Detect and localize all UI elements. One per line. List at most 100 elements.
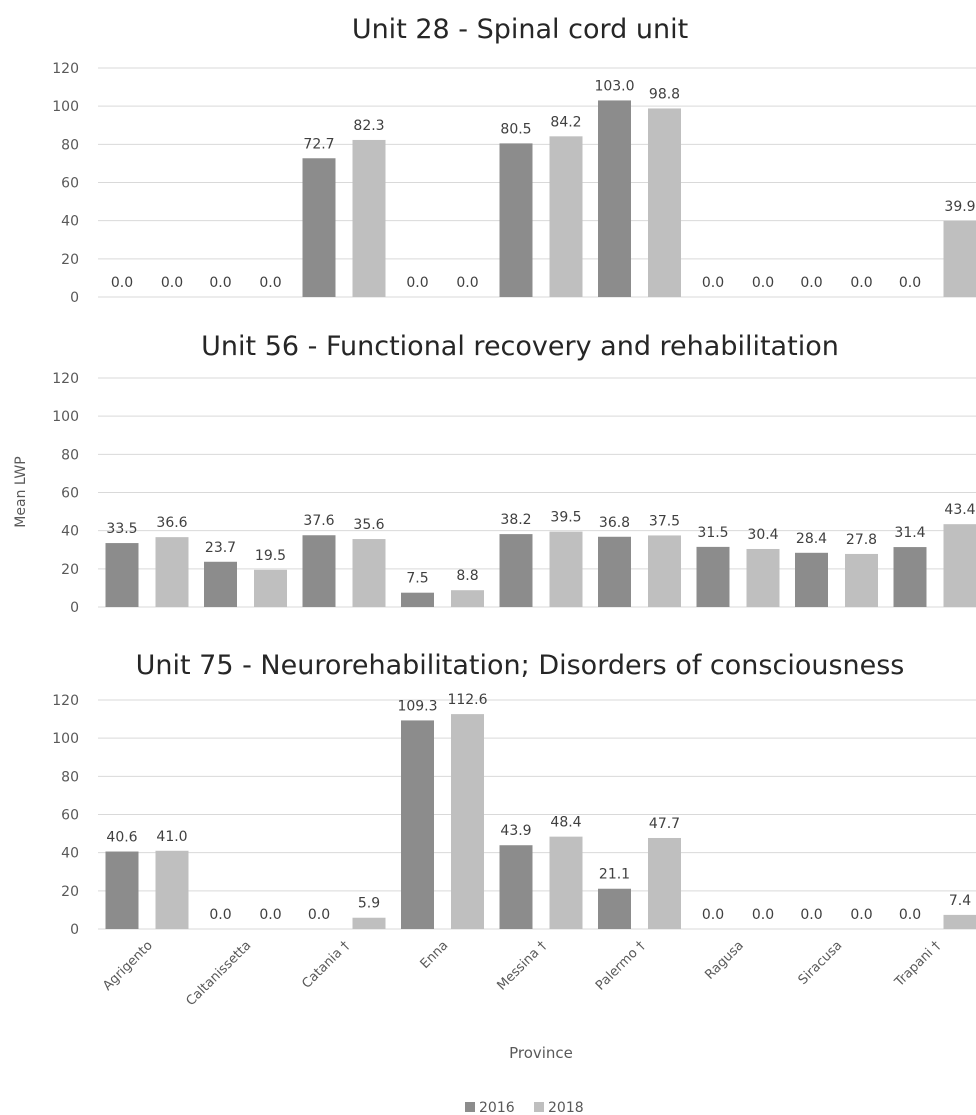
- data-label: 36.8: [599, 515, 630, 531]
- data-label: 0.0: [800, 907, 822, 923]
- bar-2018: [352, 917, 386, 929]
- bar-2016: [598, 100, 631, 297]
- data-label: 84.2: [550, 114, 581, 130]
- data-label: 41.0: [156, 829, 187, 845]
- x-tick-labels: Agrigento Caltanissetta Catania † Enna Messi…: [100, 938, 944, 1009]
- data-label: 0.0: [259, 907, 281, 923]
- data-label: 23.7: [205, 540, 236, 556]
- y-tick-label: 120: [52, 371, 79, 387]
- bar-2018: [845, 553, 878, 607]
- data-label: 0.0: [800, 275, 822, 291]
- bar-2018: [254, 569, 287, 607]
- y-tick-label: 120: [52, 693, 79, 709]
- bar-2016: [696, 546, 730, 607]
- bar-2018: [451, 714, 484, 929]
- data-label: 47.7: [649, 816, 680, 832]
- data-label: 40.6: [106, 830, 137, 846]
- bar-2016: [598, 536, 631, 607]
- data-label: 37.6: [303, 513, 334, 529]
- data-label: 48.4: [550, 815, 581, 831]
- x-tick-label: Palermo †: [593, 938, 649, 994]
- data-label: 0.0: [850, 275, 872, 291]
- data-label: 0.0: [456, 275, 478, 291]
- chart-panel: Unit 56 - Functional recovery and rehabi…: [52, 331, 976, 616]
- x-tick-label: Agrigento: [100, 938, 156, 994]
- data-label: 37.5: [649, 513, 680, 529]
- legend: 2016 2018: [465, 1100, 584, 1115]
- bar-2018: [648, 837, 681, 929]
- data-label: 80.5: [500, 121, 531, 137]
- data-label: 0.0: [161, 275, 183, 291]
- data-label: 21.1: [599, 867, 630, 883]
- data-label: 28.4: [796, 531, 827, 547]
- data-label: 98.8: [649, 86, 680, 102]
- y-tick-label: 100: [52, 731, 79, 747]
- x-tick-label: Ragusa: [702, 938, 747, 983]
- bar-2016: [302, 535, 336, 607]
- bar-2018: [943, 524, 976, 607]
- y-tick-label: 0: [70, 290, 79, 306]
- y-tick-label: 80: [61, 447, 79, 463]
- bar-2018: [943, 914, 976, 929]
- data-label: 103.0: [594, 78, 634, 94]
- data-label: 31.5: [697, 525, 728, 541]
- data-label: 31.4: [894, 525, 925, 541]
- y-tick-label: 0: [70, 600, 79, 616]
- data-label: 7.5: [406, 571, 428, 587]
- data-label: 35.6: [353, 517, 384, 533]
- y-tick-label: 40: [61, 214, 79, 230]
- data-label: 0.0: [209, 275, 231, 291]
- data-label: 0.0: [752, 275, 774, 291]
- bar-2018: [746, 548, 780, 607]
- data-label: 0.0: [308, 907, 330, 923]
- bar-2016: [401, 720, 434, 929]
- y-tick-label: 80: [61, 769, 79, 785]
- y-tick-label: 40: [61, 846, 79, 862]
- bar-2018: [549, 836, 583, 929]
- y-tick-label: 100: [52, 409, 79, 425]
- data-label: 33.5: [106, 521, 137, 537]
- x-tick-label: Catania †: [299, 938, 353, 992]
- y-tick-label: 0: [70, 922, 79, 938]
- data-label: 30.4: [747, 527, 778, 543]
- y-tick-label: 60: [61, 176, 79, 192]
- data-label: 19.5: [255, 548, 286, 564]
- bar-2018: [155, 850, 189, 929]
- data-label: 43.9: [500, 823, 531, 839]
- y-tick-label: 100: [52, 99, 79, 115]
- data-label: 0.0: [702, 275, 724, 291]
- data-label: 38.2: [500, 512, 531, 528]
- data-label: 0.0: [259, 275, 281, 291]
- legend-label: 2018: [548, 1100, 584, 1115]
- y-tick-label: 20: [61, 252, 79, 268]
- legend-label: 2016: [479, 1100, 515, 1115]
- bar-2016: [401, 592, 434, 607]
- data-label: 5.9: [358, 896, 380, 912]
- data-label: 8.8: [456, 568, 478, 584]
- panel-title: Unit 56 - Functional recovery and rehabi…: [201, 331, 839, 362]
- panel-title: Unit 75 - Neurorehabilitation; Disorders…: [136, 650, 905, 681]
- chart-panel: Unit 75 - Neurorehabilitation; Disorders…: [52, 650, 976, 938]
- legend-swatch: [534, 1102, 544, 1112]
- y-axis-label: Mean LWP: [13, 456, 29, 527]
- data-label: 39.9: [944, 199, 975, 215]
- bar-2018: [352, 539, 386, 607]
- bar-2016: [105, 851, 139, 929]
- x-tick-label: Siracusa: [796, 938, 846, 988]
- bar-2018: [648, 108, 681, 297]
- data-label: 39.5: [550, 510, 581, 526]
- bar-2016: [795, 552, 828, 607]
- y-tick-label: 20: [61, 562, 79, 578]
- bar-2016: [204, 561, 237, 607]
- data-label: 7.4: [949, 893, 971, 909]
- x-tick-label: Caltanissetta: [183, 938, 254, 1009]
- bar-2018: [549, 531, 583, 607]
- data-label: 82.3: [353, 118, 384, 134]
- data-label: 27.8: [846, 532, 877, 548]
- data-label: 0.0: [406, 275, 428, 291]
- legend-swatch: [465, 1102, 475, 1112]
- bar-2016: [598, 888, 631, 929]
- data-label: 112.6: [447, 692, 487, 708]
- data-label: 36.6: [156, 515, 187, 531]
